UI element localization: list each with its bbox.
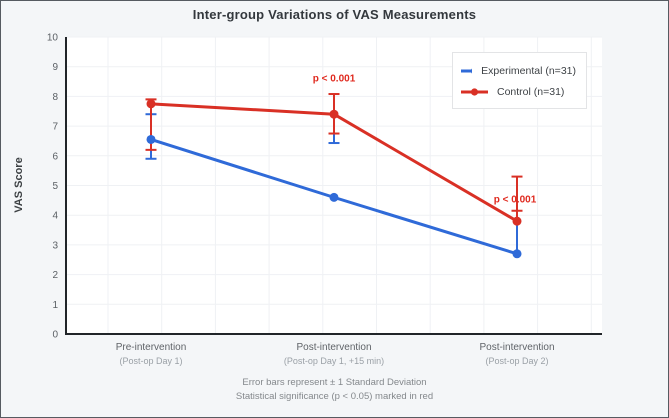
x-category-pre-intervention: Pre-intervention (Post-op Day 1) — [46, 342, 256, 366]
x-category-post-intervention-day2: Post-intervention (Post-op Day 2) — [412, 342, 622, 366]
chart-title: Inter-group Variations of VAS Measuremen… — [192, 7, 477, 22]
y-tick-label: 5 — [52, 181, 58, 192]
y-tick-label: 6 — [52, 151, 58, 162]
x-category-main-label: Post-intervention — [479, 342, 555, 353]
y-tick-label: 0 — [52, 330, 58, 341]
data-point-marker — [146, 99, 156, 109]
y-tick-label: 8 — [52, 92, 58, 103]
x-category-main-label: Post-intervention — [296, 342, 372, 353]
significance-annotation: p < 0.001 — [313, 74, 356, 85]
x-category-sub-label: (Post-op Day 1, +15 min) — [283, 356, 385, 366]
footer-note-significance: Statistical significance (p < 0.05) mark… — [235, 391, 434, 402]
experimental-series-marker-icon — [461, 67, 473, 74]
legend-item-control: Control (n=31) — [461, 81, 576, 102]
x-category-sub-label: (Post-op Day 1) — [119, 356, 183, 366]
control-series-marker-icon — [461, 87, 488, 96]
y-tick-label: 2 — [52, 270, 58, 281]
y-tick-label: 10 — [47, 33, 59, 44]
data-point-marker — [512, 216, 522, 226]
y-tick-label: 3 — [52, 240, 58, 251]
data-point-marker — [146, 134, 156, 144]
y-tick-label: 9 — [52, 62, 58, 73]
y-tick-label: 4 — [52, 211, 58, 222]
data-point-marker — [329, 109, 339, 119]
legend-item-experimental: Experimental (n=31) — [461, 60, 576, 81]
data-point-marker — [512, 249, 522, 259]
legend-label-control: Control (n=31) — [497, 85, 565, 98]
data-point-marker — [329, 192, 339, 202]
y-tick-label: 7 — [52, 122, 58, 133]
footer-note-error-bars: Error bars represent ± 1 Standard Deviat… — [242, 377, 427, 388]
x-category-sub-label: (Post-op Day 2) — [485, 356, 549, 366]
legend-label-experimental: Experimental (n=31) — [481, 64, 576, 77]
significance-annotation: p < 0.001 — [494, 195, 537, 206]
x-category-main-label: Pre-intervention — [115, 342, 187, 353]
chart-legend: Experimental (n=31) Control (n=31) — [452, 52, 587, 109]
y-tick-label: 1 — [52, 300, 58, 311]
x-category-post-intervention-15min: Post-intervention (Post-op Day 1, +15 mi… — [229, 342, 439, 366]
